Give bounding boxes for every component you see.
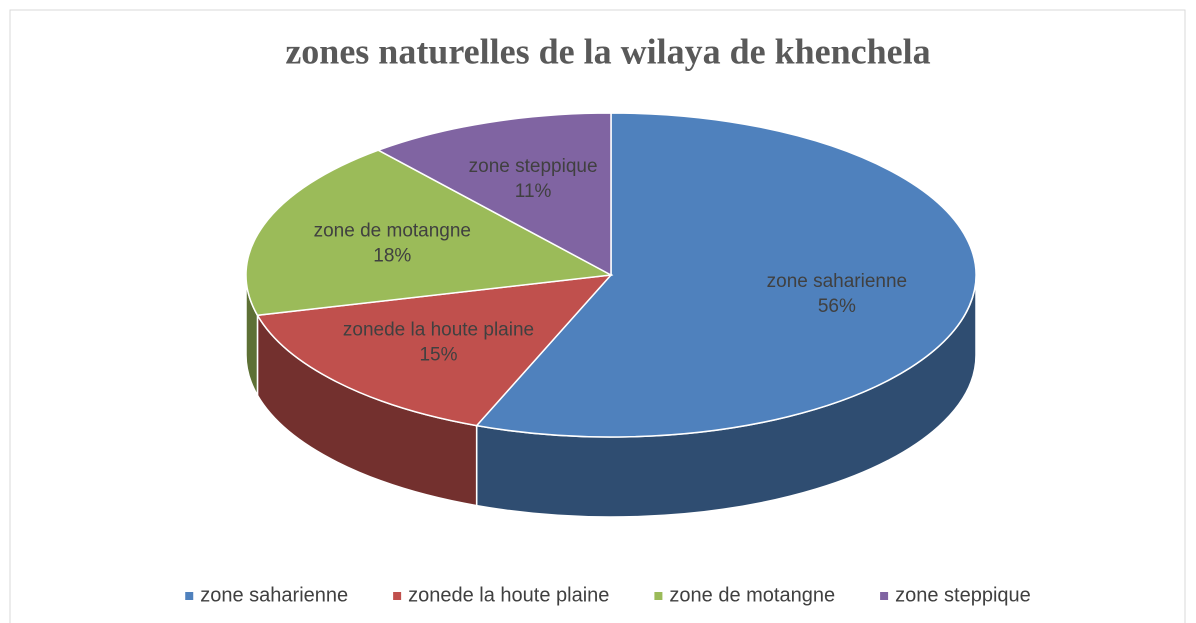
slice bbox=[475, 112, 977, 438]
data-label-value: 18% bbox=[373, 245, 411, 266]
legend-label: zone saharienne bbox=[200, 584, 348, 606]
legend-label: zone de motangne bbox=[669, 584, 835, 606]
data-label-name: zone de motangne bbox=[314, 220, 471, 241]
data-label-name: zone steppique bbox=[469, 156, 598, 177]
slice bbox=[256, 274, 613, 427]
legend-swatch bbox=[185, 592, 194, 600]
slice bbox=[245, 149, 614, 317]
data-label-name: zonede la houte plaine bbox=[343, 320, 534, 341]
data-label-name: zone saharienne bbox=[767, 271, 908, 292]
data-label-value: 56% bbox=[818, 296, 856, 317]
data-label-value: 11% bbox=[515, 181, 552, 202]
chart-title: zones naturelles de la wilaya de khenche… bbox=[285, 31, 930, 71]
legend-swatch bbox=[880, 592, 889, 600]
data-label-value: 15% bbox=[419, 345, 457, 366]
legend-label: zonede la houte plaine bbox=[408, 584, 609, 606]
legend-swatch bbox=[393, 592, 402, 600]
legend-label: zone steppique bbox=[895, 584, 1031, 606]
legend-swatch bbox=[654, 592, 663, 600]
slice bbox=[376, 112, 612, 277]
legend: zone saharienne zonede la houte plaine zon… bbox=[185, 584, 1031, 606]
